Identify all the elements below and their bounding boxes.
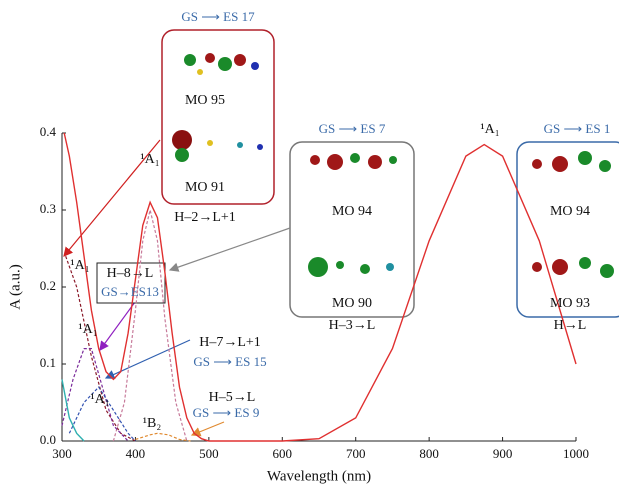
annotation: GS ⟶ ES 7 — [319, 121, 386, 136]
boxes — [161, 29, 619, 318]
x-tick-label: 1000 — [563, 446, 589, 461]
annotation: GS ⟶ ES 9 — [193, 405, 260, 420]
x-tick-label: 600 — [273, 446, 293, 461]
mo-box — [516, 141, 619, 318]
spectrum-line — [63, 132, 577, 442]
annotation: GS ⟶ ES 17 — [181, 9, 255, 24]
x-tick-label: 400 — [126, 446, 146, 461]
mo-box — [289, 141, 415, 318]
annotation: H–3→L — [329, 318, 376, 333]
arrow — [63, 139, 161, 257]
x-tick-label: 700 — [346, 446, 366, 461]
x-tick-label: 900 — [493, 446, 513, 461]
arrow — [190, 421, 225, 437]
arrows — [63, 139, 291, 437]
annotation: GS→ES13 — [101, 284, 159, 299]
y-tick-label: 0.4 — [40, 124, 57, 139]
annotation: ¹B₂ — [143, 416, 162, 431]
annotation: GS ⟶ ES 1 — [544, 121, 611, 136]
annotation: ¹A₁ — [90, 392, 109, 407]
annotation: ¹A₁ — [70, 258, 89, 273]
spectrum-line — [65, 255, 136, 442]
x-tick-label: 800 — [419, 446, 439, 461]
annotation: H–2→L+1 — [174, 210, 236, 225]
annotation: MO 94 — [550, 204, 590, 219]
spectrum-line — [112, 209, 188, 442]
annotation: GS ⟶ ES 15 — [193, 354, 266, 369]
annotation: ¹A₁ — [480, 122, 499, 137]
spectrum-line — [61, 348, 129, 442]
annotation: ¹A₁ — [78, 322, 97, 337]
y-tick-label: 0.2 — [40, 278, 56, 293]
arrow — [99, 301, 136, 351]
annotation: H–5→L — [209, 390, 256, 405]
label-box — [96, 262, 166, 304]
x-tick-label: 500 — [199, 446, 219, 461]
y-tick-label: 0.3 — [40, 201, 56, 216]
molecules — [172, 53, 614, 278]
spectrum-line — [68, 386, 136, 442]
mo-box — [161, 29, 275, 205]
annotation: MO 94 — [332, 204, 372, 219]
arrow — [168, 227, 291, 272]
annotation: H–8→L — [107, 266, 154, 281]
annotation: H→L — [554, 318, 587, 333]
annotation: MO 95 — [185, 93, 225, 108]
annotation: MO 93 — [550, 296, 590, 311]
annotation: ¹A₁ — [140, 152, 159, 167]
annotation: MO 91 — [185, 180, 225, 195]
y-tick-label: 0.0 — [40, 432, 56, 447]
y-tick-label: 0.1 — [40, 355, 56, 370]
x-tick-label: 300 — [52, 446, 72, 461]
spectrum-line — [135, 432, 191, 442]
annotation: MO 90 — [332, 296, 372, 311]
annotation: H–7→L+1 — [199, 335, 261, 350]
spectrum-line — [61, 379, 85, 442]
y-axis-title: A (a.u.) — [7, 264, 23, 309]
x-axis-title: Wavelength (nm) — [267, 468, 371, 484]
